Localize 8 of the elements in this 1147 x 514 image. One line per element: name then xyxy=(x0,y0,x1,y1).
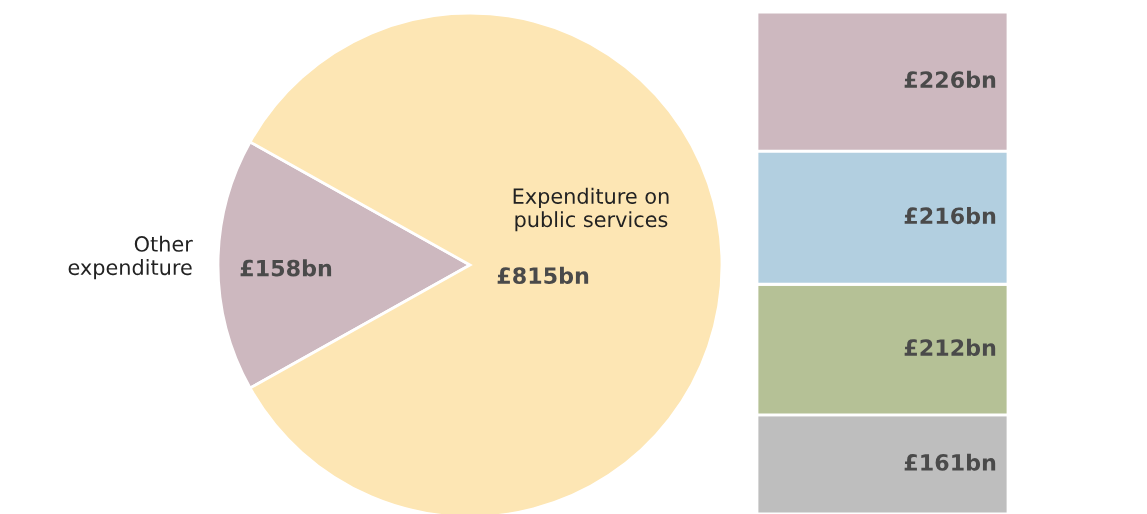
data-label: £158bn xyxy=(240,259,332,277)
data-label: £815bn xyxy=(497,266,589,285)
data-label: £226bn xyxy=(904,70,996,89)
data-label: £212bn xyxy=(904,338,996,356)
data-label: £161bn xyxy=(904,453,996,471)
slice-label: Other expenditure xyxy=(68,235,193,280)
data-label: £216bn xyxy=(904,206,996,225)
slice-label: Expenditure on public services xyxy=(513,187,669,232)
